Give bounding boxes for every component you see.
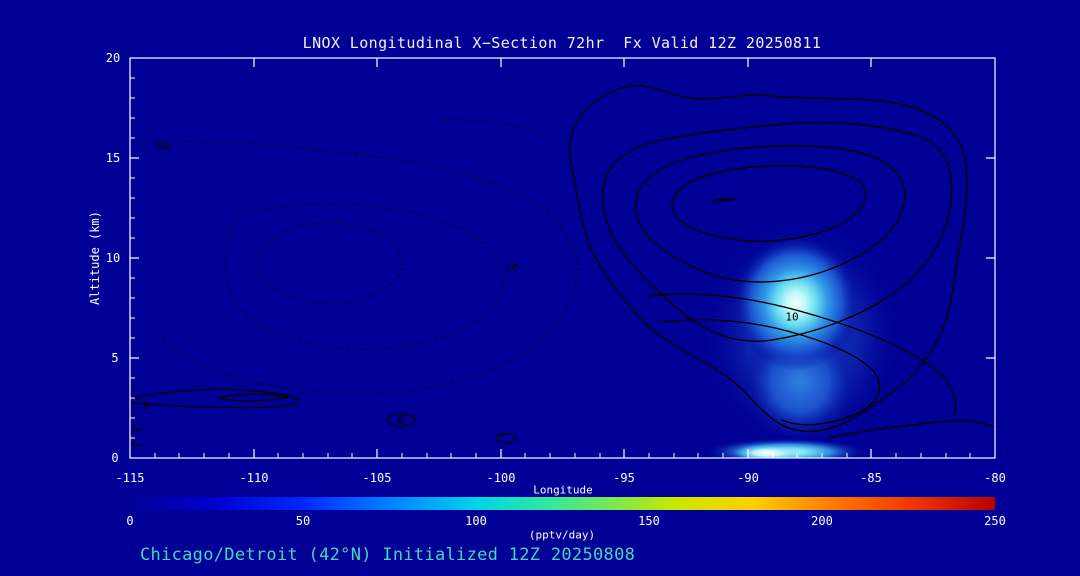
x-tick-label: -80 [984, 471, 1006, 485]
contour-path [671, 165, 867, 242]
colorbar-tick-label: 0 [126, 514, 134, 528]
x-tick-label: -95 [613, 471, 635, 485]
y-tick-label: 10 [105, 251, 121, 265]
y-tick-label: 15 [105, 151, 121, 165]
shaded-field [700, 217, 904, 458]
colorbar-units-label: (pptv/day) [528, 528, 596, 542]
contour-path [439, 119, 553, 137]
colorbar-tick-label: 50 [295, 514, 311, 528]
contour-path [659, 318, 881, 426]
dotted-contours [132, 119, 578, 456]
contour-path [601, 121, 953, 342]
contour-path [132, 140, 578, 394]
colorbar-gradient [130, 497, 995, 510]
contour-path [634, 144, 906, 283]
colorbar-tick-label: 150 [638, 514, 660, 528]
contour-path [131, 428, 144, 446]
contour-path [131, 388, 301, 409]
contour-path [217, 393, 289, 402]
contour-path [257, 222, 403, 304]
contour-level-label: 10 [505, 261, 519, 275]
x-tick-label: -100 [486, 471, 516, 485]
chart-title: LNOX Longitudinal X−Section 72hr Fx Vali… [302, 34, 822, 52]
x-tick-label: -115 [115, 471, 145, 485]
x-tick-label: -85 [860, 471, 882, 485]
axes [129, 57, 996, 459]
colorbar-tick-label: 200 [811, 514, 833, 528]
x-minor-ticks [154, 453, 971, 458]
colorbar-tick-label: 250 [984, 514, 1006, 528]
y-axis-label: Altitude (km) [88, 211, 102, 305]
contour-path [569, 84, 968, 433]
contour-lines [131, 84, 994, 456]
x-major-ticks [253, 58, 872, 458]
chart-subtitle: Chicago/Detroit (42°N) Initialized 12Z 2… [140, 545, 636, 565]
contour-path [225, 203, 505, 350]
contour-level-label: 0 [142, 399, 150, 413]
y-minor-ticks [130, 77, 135, 439]
contour-path [386, 413, 416, 427]
y-tick-label: 20 [105, 51, 121, 65]
surface-streak-core [734, 445, 802, 458]
contour-level-label: 10 [785, 310, 799, 324]
contour-path [495, 432, 517, 444]
x-tick-label: -110 [239, 471, 269, 485]
x-tick-label: -90 [737, 471, 759, 485]
x-tick-label: -105 [362, 471, 392, 485]
x-axis-label: Longitude [533, 483, 593, 497]
contour-path [647, 293, 957, 415]
y-major-ticks [130, 157, 995, 359]
contour-level-label: 60 [156, 140, 170, 154]
plume-core [732, 235, 860, 371]
y-tick-label: 5 [111, 351, 119, 365]
y-tick-label: 0 [111, 451, 119, 465]
contour-path [827, 420, 994, 439]
colorbar-tick-label: 100 [465, 514, 487, 528]
contour-level-label: 0 [397, 413, 405, 427]
contour-path [712, 197, 736, 203]
solid-contours [131, 84, 994, 446]
